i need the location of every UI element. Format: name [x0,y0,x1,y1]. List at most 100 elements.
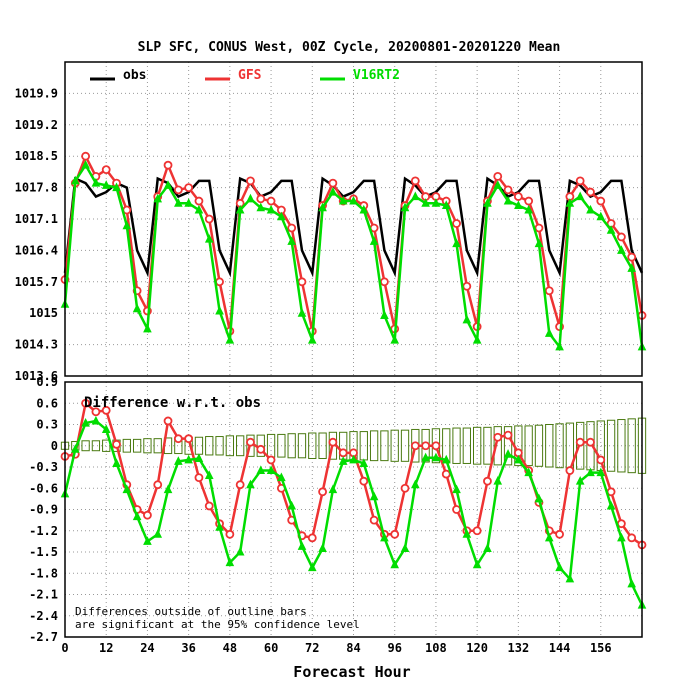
data-point-v16rt2 [328,484,338,494]
data-point-gfs [544,286,554,296]
data-point-gfs [410,176,420,186]
y-tick-label: -2.1 [29,588,58,602]
data-point-gfs [452,219,461,228]
data-point-v16rt2 [318,202,327,212]
data-point-v16rt2 [380,310,389,319]
data-point-gfs [81,398,91,408]
data-point-v16rt2 [380,532,389,542]
data-point-v16rt2 [431,198,441,207]
data-point-v16rt2 [452,238,461,248]
data-point-gfs [369,515,379,525]
data-point-v16rt2 [441,454,451,464]
data-point-gfs [441,469,451,479]
data-point-v16rt2 [441,200,451,210]
y-tick-label: 0.9 [36,375,58,389]
data-point-gfs [297,277,307,287]
x-tick-label: 84 [346,641,360,655]
data-point-gfs [596,455,606,465]
data-point-v16rt2 [472,559,482,569]
data-point-gfs [596,196,606,206]
data-point-v16rt2 [307,562,317,572]
data-point-gfs [472,526,482,536]
data-point-gfs [81,151,91,161]
data-point-v16rt2 [369,491,379,501]
data-point-gfs [565,466,575,475]
data-point-v16rt2 [132,511,142,521]
data-point-v16rt2 [524,467,533,477]
data-point-v16rt2 [256,202,266,212]
data-point-gfs [575,437,585,447]
data-point-gfs [328,437,338,447]
data-point-v16rt2 [194,453,204,462]
y-tick-label: 0.6 [36,396,58,410]
x-tick-label: 108 [425,641,447,655]
data-point-v16rt2 [112,182,121,192]
data-point-v16rt2 [534,238,544,248]
data-point-v16rt2 [462,529,472,538]
significance-bar [524,425,533,467]
top-panel-y-tick-labels: 1013.6 1014.3 1015 1015.7 1016.4 1017.1 1017.8… [15,86,58,383]
data-point-v16rt2 [369,236,379,245]
data-point-v16rt2 [153,529,163,538]
data-point-gfs [101,165,111,175]
data-point-gfs [256,444,266,454]
data-point-v16rt2 [204,470,214,479]
significance-bar [225,435,235,457]
data-point-gfs [256,194,266,204]
data-point-gfs [143,510,152,520]
significance-bar [472,426,482,465]
data-point-v16rt2 [338,456,348,465]
data-point-v16rt2 [163,180,173,189]
legend: obs GFS V16RT2 [90,68,400,83]
data-point-v16rt2 [174,198,183,207]
y-tick-label: -2.7 [29,630,58,644]
data-point-gfs [184,183,194,193]
significance-bar [462,427,471,464]
data-point-v16rt2 [81,417,90,427]
y-tick-label: 1017.8 [15,181,58,195]
chart-title: SLP SFC, CONUS West, 00Z Cycle, 20200801… [138,40,561,55]
data-point-v16rt2 [524,204,533,214]
y-tick-label: 0.3 [36,418,58,432]
data-point-v16rt2 [143,323,152,333]
data-point-gfs [287,223,297,233]
data-point-v16rt2 [101,424,111,433]
data-point-v16rt2 [400,543,410,552]
data-point-v16rt2 [411,191,420,201]
data-point-v16rt2 [101,180,111,189]
significance-bar [452,427,461,464]
data-point-gfs [627,252,637,262]
data-point-gfs [266,196,276,206]
data-point-v16rt2 [307,334,317,344]
data-point-v16rt2 [318,543,327,552]
data-point-v16rt2 [555,341,564,351]
data-point-v16rt2 [421,198,430,207]
data-point-gfs [359,476,369,486]
data-point-gfs [380,277,389,287]
y-tick-label: 1015.7 [15,275,58,289]
significance-bar [143,438,152,454]
data-point-v16rt2 [575,476,585,485]
data-point-v16rt2 [215,522,224,531]
x-tick-label: 96 [387,641,401,655]
significance-bar [390,429,399,462]
data-point-gfs [410,441,420,451]
difference-panel-title: Difference w.r.t. obs [84,395,261,411]
significance-bar [555,423,564,469]
data-point-v16rt2 [174,456,183,465]
data-point-v16rt2 [390,334,400,344]
y-tick-label: -1.5 [29,545,58,559]
significance-bar [81,440,90,452]
y-tick-label: 1017.1 [15,212,58,226]
data-point-v16rt2 [462,314,472,324]
data-point-gfs [503,430,513,440]
data-point-gfs [616,232,626,242]
y-tick-label: 0 [51,439,58,453]
data-point-gfs [246,437,255,447]
x-tick-label: 0 [61,641,68,655]
significance-bar [400,429,410,462]
data-point-gfs [112,439,121,449]
data-point-v16rt2 [400,202,410,212]
data-point-gfs [266,455,276,465]
